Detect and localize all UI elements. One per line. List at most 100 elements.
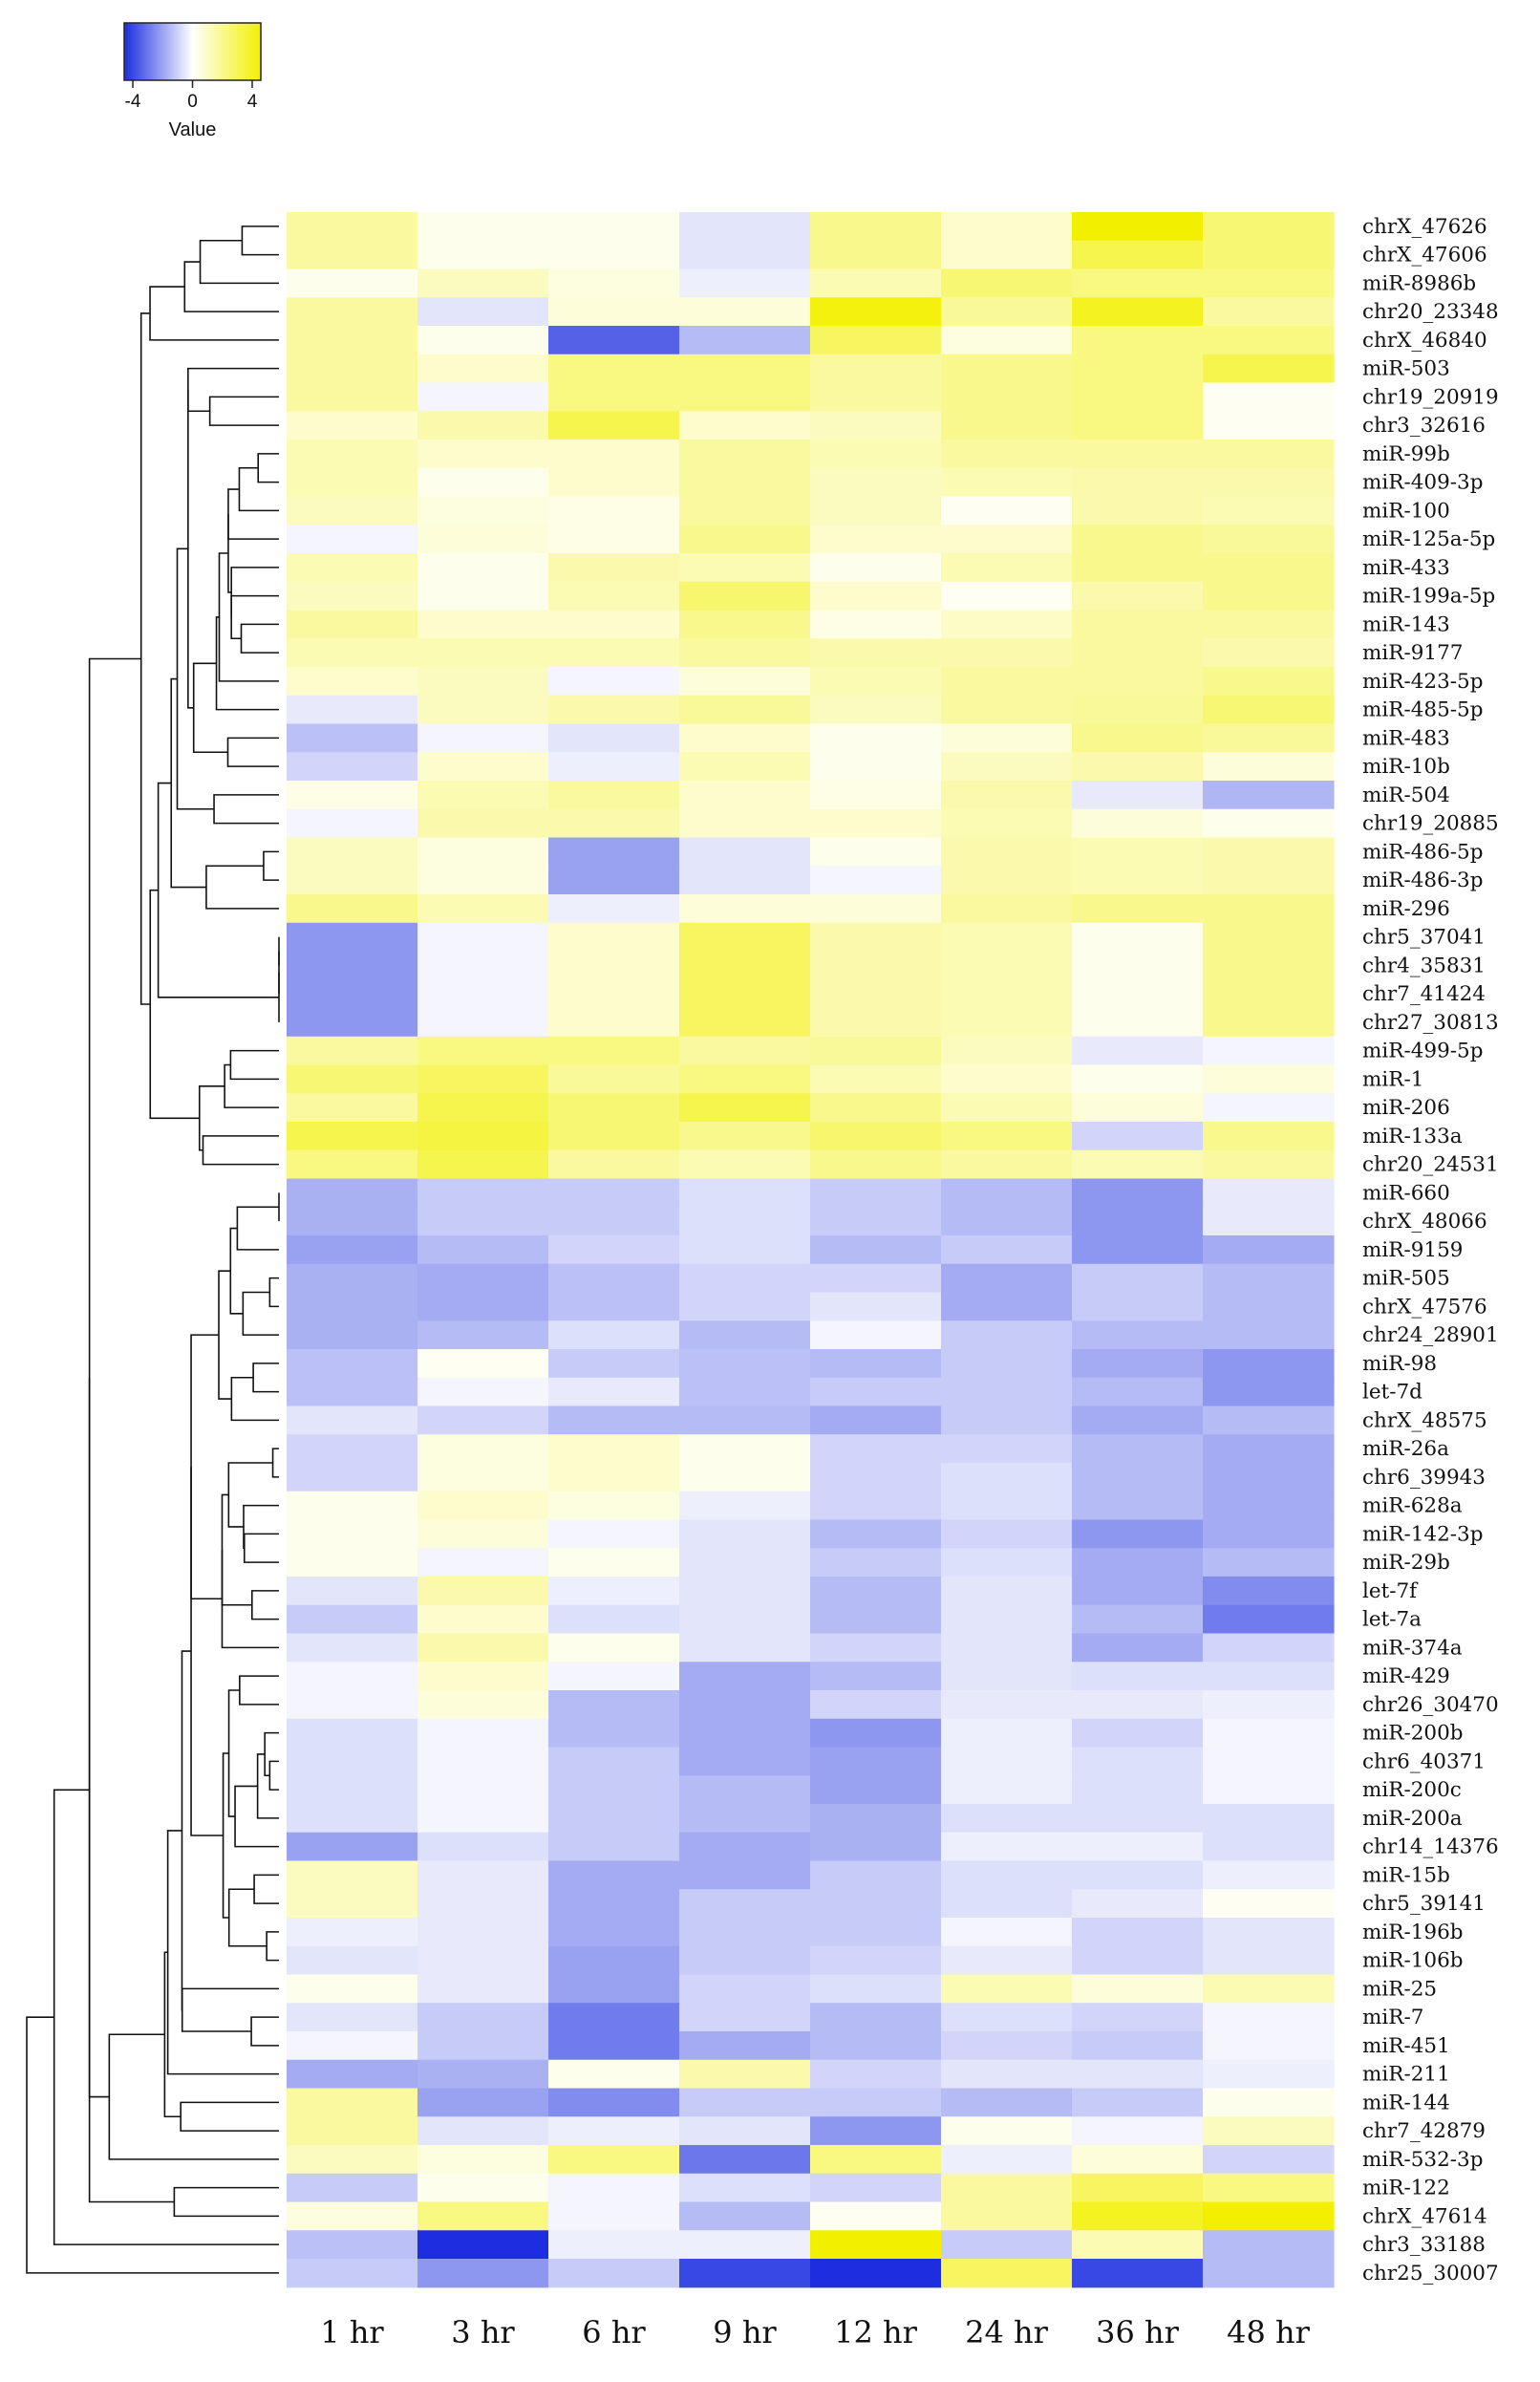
dendrogram-branch — [218, 1270, 232, 1400]
heatmap-cell — [1203, 525, 1335, 554]
heatmap-cell — [1203, 1377, 1335, 1407]
heatmap-cell — [417, 1491, 549, 1521]
heatmap-cell — [548, 1064, 680, 1094]
heatmap-cell — [548, 1718, 680, 1749]
heatmap-cell — [417, 2201, 549, 2231]
row-label: chr27_30813 — [1362, 1011, 1499, 1035]
dendrogram-branch — [250, 1590, 279, 1620]
dendrogram-branch — [234, 1785, 279, 1848]
dendrogram-branch — [243, 1504, 279, 1550]
heatmap-cell — [1072, 1008, 1204, 1038]
heatmap-cell — [548, 2259, 680, 2288]
heatmap-cell — [417, 695, 549, 725]
heatmap-cell — [1203, 297, 1335, 327]
heatmap-cell — [417, 1889, 549, 1919]
heatmap-cell — [679, 440, 811, 469]
dendrogram-branch — [187, 367, 279, 413]
heatmap-cell — [1072, 1320, 1204, 1350]
row-dendrogram — [26, 225, 280, 2274]
heatmap-cell — [1072, 411, 1204, 440]
heatmap-cell — [810, 2031, 942, 2061]
heatmap-cell — [548, 1604, 680, 1635]
heatmap-cell — [1072, 553, 1204, 583]
dendrogram-branch — [181, 1650, 192, 2011]
heatmap-cell — [1203, 752, 1335, 782]
heatmap-cell — [1203, 2031, 1335, 2061]
heatmap-cell — [417, 1804, 549, 1834]
heatmap-cell — [1203, 467, 1335, 498]
heatmap-cell — [1072, 326, 1204, 355]
heatmap-cell — [941, 1093, 1073, 1123]
heatmap-cell — [548, 2059, 680, 2090]
heatmap-cell — [548, 1349, 680, 1379]
heatmap-cell — [548, 2173, 680, 2203]
row-label: miR-206 — [1362, 1096, 1450, 1120]
heatmap-cell — [417, 1320, 549, 1350]
heatmap-cell — [1072, 240, 1204, 270]
dendrogram-branch — [215, 616, 279, 711]
dendrogram-branch — [176, 547, 215, 810]
heatmap-cell — [287, 695, 418, 725]
row-label: chrX_47626 — [1362, 215, 1487, 239]
heatmap-cell — [1072, 212, 1204, 242]
heatmap-cell — [1203, 979, 1335, 1009]
heatmap-cell — [417, 1718, 549, 1749]
heatmap-cell — [287, 1974, 418, 2004]
heatmap-cell — [941, 354, 1073, 384]
heatmap-cell — [287, 1235, 418, 1265]
heatmap-cell — [941, 2031, 1073, 2061]
heatmap-cell — [548, 894, 680, 924]
heatmap-cell — [941, 752, 1073, 782]
heatmap-cell — [1072, 496, 1204, 526]
heatmap-cell — [1072, 837, 1204, 867]
heatmap-cell — [1072, 2145, 1204, 2175]
heatmap-cell — [287, 979, 418, 1009]
heatmap-cell — [679, 1604, 811, 1635]
heatmap-cell — [1203, 723, 1335, 753]
heatmap-cell — [1203, 837, 1335, 867]
heatmap-cell — [941, 1207, 1073, 1236]
heatmap-cell — [287, 2031, 418, 2061]
dendrogram-branch — [88, 657, 141, 2098]
heatmap-cell — [941, 1519, 1073, 1549]
heatmap-cell — [548, 411, 680, 440]
heatmap-cell — [679, 1519, 811, 1549]
heatmap-cell — [417, 1178, 549, 1208]
heatmap-cell — [417, 2003, 549, 2032]
heatmap-cell — [287, 1406, 418, 1435]
dendrogram-branch — [208, 396, 279, 426]
heatmap-cell — [1072, 1263, 1204, 1294]
heatmap-cell — [548, 1122, 680, 1151]
heatmap-cell — [679, 638, 811, 668]
heatmap-cell — [548, 1633, 680, 1663]
heatmap-cell — [679, 467, 811, 498]
heatmap-cell — [417, 1149, 549, 1180]
heatmap-cell — [287, 1577, 418, 1606]
row-label: miR-98 — [1362, 1352, 1437, 1376]
heatmap-cell — [810, 2145, 942, 2175]
dendrogram-branch — [190, 1467, 224, 1836]
heatmap-cell — [941, 1548, 1073, 1577]
heatmap-cell — [941, 610, 1073, 639]
heatmap-cell — [1203, 1690, 1335, 1720]
heatmap-cell — [810, 240, 942, 270]
dendrogram-branch — [227, 488, 279, 540]
heatmap-cell — [679, 1263, 811, 1294]
heatmap-cell — [810, 1491, 942, 1521]
heatmap-cell — [417, 1604, 549, 1635]
dendrogram-branch — [240, 623, 279, 654]
heatmap-cell — [941, 1747, 1073, 1776]
heatmap-cell — [1203, 1320, 1335, 1350]
heatmap-cell — [810, 1804, 942, 1834]
heatmap-cell — [548, 866, 680, 895]
dendrogram-branch — [183, 261, 279, 312]
row-label: chr20_23348 — [1362, 300, 1499, 324]
heatmap-cell — [941, 2201, 1073, 2231]
heatmap-cell — [810, 1064, 942, 1094]
heatmap-cell — [941, 1036, 1073, 1066]
dendrogram-branch — [187, 389, 194, 709]
heatmap-cell — [810, 2230, 942, 2260]
heatmap-cell — [287, 467, 418, 498]
heatmap-cell — [548, 1832, 680, 1862]
heatmap-cell — [548, 1747, 680, 1776]
